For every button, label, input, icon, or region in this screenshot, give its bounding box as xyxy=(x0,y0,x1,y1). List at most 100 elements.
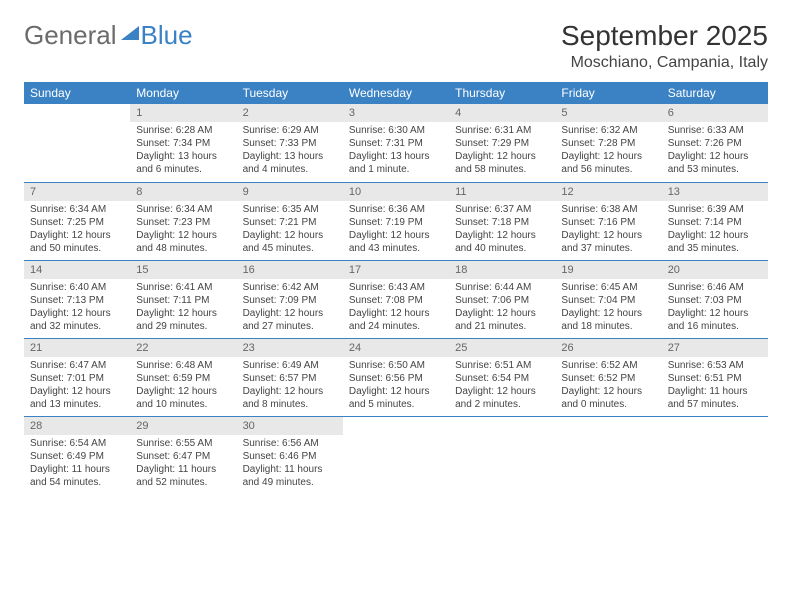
day-number: 28 xyxy=(24,417,130,435)
sunset-line: Sunset: 7:23 PM xyxy=(136,216,230,229)
sunset-line: Sunset: 7:14 PM xyxy=(668,216,762,229)
day-number: 30 xyxy=(237,417,343,435)
day-content: Sunrise: 6:43 AMSunset: 7:08 PMDaylight:… xyxy=(343,279,449,337)
day-number: 22 xyxy=(130,339,236,357)
header: General Blue September 2025 Moschiano, C… xyxy=(24,20,768,72)
day-number: 23 xyxy=(237,339,343,357)
day-content: Sunrise: 6:33 AMSunset: 7:26 PMDaylight:… xyxy=(662,122,768,180)
sunset-line: Sunset: 7:09 PM xyxy=(243,294,337,307)
sunrise-line: Sunrise: 6:42 AM xyxy=(243,281,337,294)
daylight-line: Daylight: 12 hours and 35 minutes. xyxy=(668,229,762,255)
sunrise-line: Sunrise: 6:48 AM xyxy=(136,359,230,372)
location: Moschiano, Campania, Italy xyxy=(561,54,768,72)
sunset-line: Sunset: 7:18 PM xyxy=(455,216,549,229)
calendar-day-cell: 21Sunrise: 6:47 AMSunset: 7:01 PMDayligh… xyxy=(24,338,130,416)
calendar-day-cell: 23Sunrise: 6:49 AMSunset: 6:57 PMDayligh… xyxy=(237,338,343,416)
daylight-line: Daylight: 12 hours and 29 minutes. xyxy=(136,307,230,333)
sunset-line: Sunset: 7:11 PM xyxy=(136,294,230,307)
day-content: Sunrise: 6:52 AMSunset: 6:52 PMDaylight:… xyxy=(555,357,661,415)
day-content: Sunrise: 6:47 AMSunset: 7:01 PMDaylight:… xyxy=(24,357,130,415)
calendar-day-cell: 24Sunrise: 6:50 AMSunset: 6:56 PMDayligh… xyxy=(343,338,449,416)
day-number: 2 xyxy=(237,104,343,122)
calendar-day-cell: 28Sunrise: 6:54 AMSunset: 6:49 PMDayligh… xyxy=(24,416,130,494)
daylight-line: Daylight: 12 hours and 10 minutes. xyxy=(136,385,230,411)
day-number: 4 xyxy=(449,104,555,122)
day-content: Sunrise: 6:50 AMSunset: 6:56 PMDaylight:… xyxy=(343,357,449,415)
daylight-line: Daylight: 12 hours and 32 minutes. xyxy=(30,307,124,333)
daylight-line: Daylight: 12 hours and 0 minutes. xyxy=(561,385,655,411)
daylight-line: Daylight: 11 hours and 57 minutes. xyxy=(668,385,762,411)
day-content: Sunrise: 6:29 AMSunset: 7:33 PMDaylight:… xyxy=(237,122,343,180)
sunrise-line: Sunrise: 6:45 AM xyxy=(561,281,655,294)
sunrise-line: Sunrise: 6:31 AM xyxy=(455,124,549,137)
weekday-header: Saturday xyxy=(662,82,768,104)
sunset-line: Sunset: 6:59 PM xyxy=(136,372,230,385)
logo-word1: General xyxy=(24,20,117,51)
logo: General Blue xyxy=(24,20,193,51)
sunrise-line: Sunrise: 6:39 AM xyxy=(668,203,762,216)
sunset-line: Sunset: 6:52 PM xyxy=(561,372,655,385)
day-number: 8 xyxy=(130,183,236,201)
day-content: Sunrise: 6:45 AMSunset: 7:04 PMDaylight:… xyxy=(555,279,661,337)
daylight-line: Daylight: 12 hours and 2 minutes. xyxy=(455,385,549,411)
day-number: 5 xyxy=(555,104,661,122)
daylight-line: Daylight: 12 hours and 8 minutes. xyxy=(243,385,337,411)
daylight-line: Daylight: 13 hours and 6 minutes. xyxy=(136,150,230,176)
day-content: Sunrise: 6:28 AMSunset: 7:34 PMDaylight:… xyxy=(130,122,236,180)
calendar-head: SundayMondayTuesdayWednesdayThursdayFrid… xyxy=(24,82,768,104)
sunrise-line: Sunrise: 6:55 AM xyxy=(136,437,230,450)
calendar-day-cell: 25Sunrise: 6:51 AMSunset: 6:54 PMDayligh… xyxy=(449,338,555,416)
sunrise-line: Sunrise: 6:34 AM xyxy=(30,203,124,216)
day-number: 7 xyxy=(24,183,130,201)
calendar-day-cell: 8Sunrise: 6:34 AMSunset: 7:23 PMDaylight… xyxy=(130,182,236,260)
weekday-header: Sunday xyxy=(24,82,130,104)
day-number: 20 xyxy=(662,261,768,279)
sunrise-line: Sunrise: 6:32 AM xyxy=(561,124,655,137)
sunrise-line: Sunrise: 6:38 AM xyxy=(561,203,655,216)
sunset-line: Sunset: 7:08 PM xyxy=(349,294,443,307)
sunrise-line: Sunrise: 6:30 AM xyxy=(349,124,443,137)
day-content: Sunrise: 6:37 AMSunset: 7:18 PMDaylight:… xyxy=(449,201,555,259)
sunrise-line: Sunrise: 6:35 AM xyxy=(243,203,337,216)
day-number: 14 xyxy=(24,261,130,279)
sunrise-line: Sunrise: 6:54 AM xyxy=(30,437,124,450)
calendar-week-row: 14Sunrise: 6:40 AMSunset: 7:13 PMDayligh… xyxy=(24,260,768,338)
day-content: Sunrise: 6:54 AMSunset: 6:49 PMDaylight:… xyxy=(24,435,130,493)
day-number: 18 xyxy=(449,261,555,279)
daylight-line: Daylight: 12 hours and 40 minutes. xyxy=(455,229,549,255)
day-content: Sunrise: 6:38 AMSunset: 7:16 PMDaylight:… xyxy=(555,201,661,259)
daylight-line: Daylight: 12 hours and 16 minutes. xyxy=(668,307,762,333)
sunrise-line: Sunrise: 6:40 AM xyxy=(30,281,124,294)
sunset-line: Sunset: 6:56 PM xyxy=(349,372,443,385)
day-number: 1 xyxy=(130,104,236,122)
calendar-day-cell: 9Sunrise: 6:35 AMSunset: 7:21 PMDaylight… xyxy=(237,182,343,260)
day-number: 21 xyxy=(24,339,130,357)
calendar-day-cell xyxy=(555,416,661,494)
calendar-day-cell: 3Sunrise: 6:30 AMSunset: 7:31 PMDaylight… xyxy=(343,104,449,182)
calendar-day-cell: 1Sunrise: 6:28 AMSunset: 7:34 PMDaylight… xyxy=(130,104,236,182)
sunset-line: Sunset: 7:29 PM xyxy=(455,137,549,150)
daylight-line: Daylight: 12 hours and 50 minutes. xyxy=(30,229,124,255)
calendar-table: SundayMondayTuesdayWednesdayThursdayFrid… xyxy=(24,82,768,494)
day-number: 19 xyxy=(555,261,661,279)
sunrise-line: Sunrise: 6:36 AM xyxy=(349,203,443,216)
day-content: Sunrise: 6:39 AMSunset: 7:14 PMDaylight:… xyxy=(662,201,768,259)
calendar-day-cell: 4Sunrise: 6:31 AMSunset: 7:29 PMDaylight… xyxy=(449,104,555,182)
day-number: 6 xyxy=(662,104,768,122)
daylight-line: Daylight: 12 hours and 53 minutes. xyxy=(668,150,762,176)
daylight-line: Daylight: 13 hours and 4 minutes. xyxy=(243,150,337,176)
calendar-week-row: 7Sunrise: 6:34 AMSunset: 7:25 PMDaylight… xyxy=(24,182,768,260)
calendar-day-cell: 6Sunrise: 6:33 AMSunset: 7:26 PMDaylight… xyxy=(662,104,768,182)
sunset-line: Sunset: 7:25 PM xyxy=(30,216,124,229)
sunrise-line: Sunrise: 6:34 AM xyxy=(136,203,230,216)
day-content: Sunrise: 6:56 AMSunset: 6:46 PMDaylight:… xyxy=(237,435,343,493)
sunset-line: Sunset: 7:28 PM xyxy=(561,137,655,150)
sunset-line: Sunset: 7:03 PM xyxy=(668,294,762,307)
daylight-line: Daylight: 11 hours and 54 minutes. xyxy=(30,463,124,489)
calendar-day-cell xyxy=(449,416,555,494)
calendar-day-cell: 10Sunrise: 6:36 AMSunset: 7:19 PMDayligh… xyxy=(343,182,449,260)
sunrise-line: Sunrise: 6:29 AM xyxy=(243,124,337,137)
day-content: Sunrise: 6:40 AMSunset: 7:13 PMDaylight:… xyxy=(24,279,130,337)
calendar-day-cell: 15Sunrise: 6:41 AMSunset: 7:11 PMDayligh… xyxy=(130,260,236,338)
calendar-day-cell: 19Sunrise: 6:45 AMSunset: 7:04 PMDayligh… xyxy=(555,260,661,338)
